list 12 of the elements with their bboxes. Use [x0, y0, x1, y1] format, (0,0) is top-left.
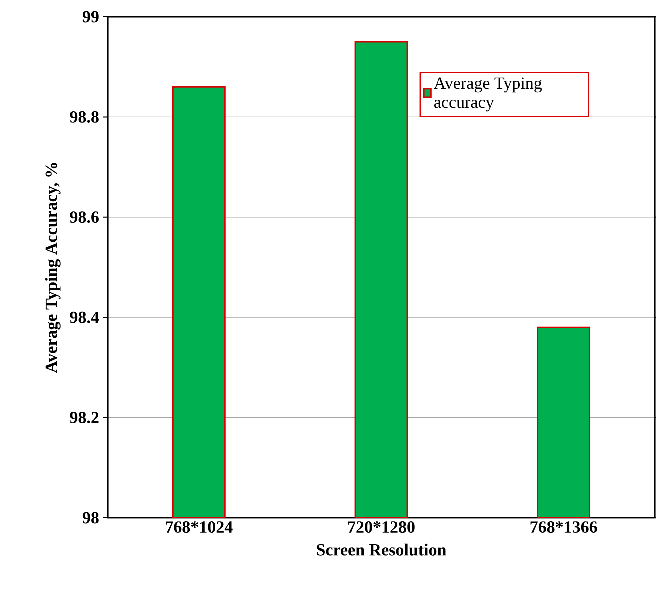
y-tick-label: 98.8: [70, 111, 99, 123]
y-tick-label: 98.2: [70, 412, 99, 424]
x-tick-label: 720*1280: [348, 522, 415, 533]
y-tick-label: 98.4: [70, 312, 100, 324]
y-tick-label: 98: [82, 512, 99, 524]
x-axis-title: Screen Resolution: [317, 544, 446, 556]
legend-label: Average Typing accuracy: [434, 78, 542, 112]
x-tick-label: 768*1024: [166, 522, 233, 533]
y-axis-title: Average Typing Accuracy, %: [45, 163, 61, 374]
x-tick-label: 768*1366: [530, 522, 598, 533]
y-tick-label: 99: [82, 11, 99, 23]
y-tick-label: 98.6: [70, 212, 99, 224]
